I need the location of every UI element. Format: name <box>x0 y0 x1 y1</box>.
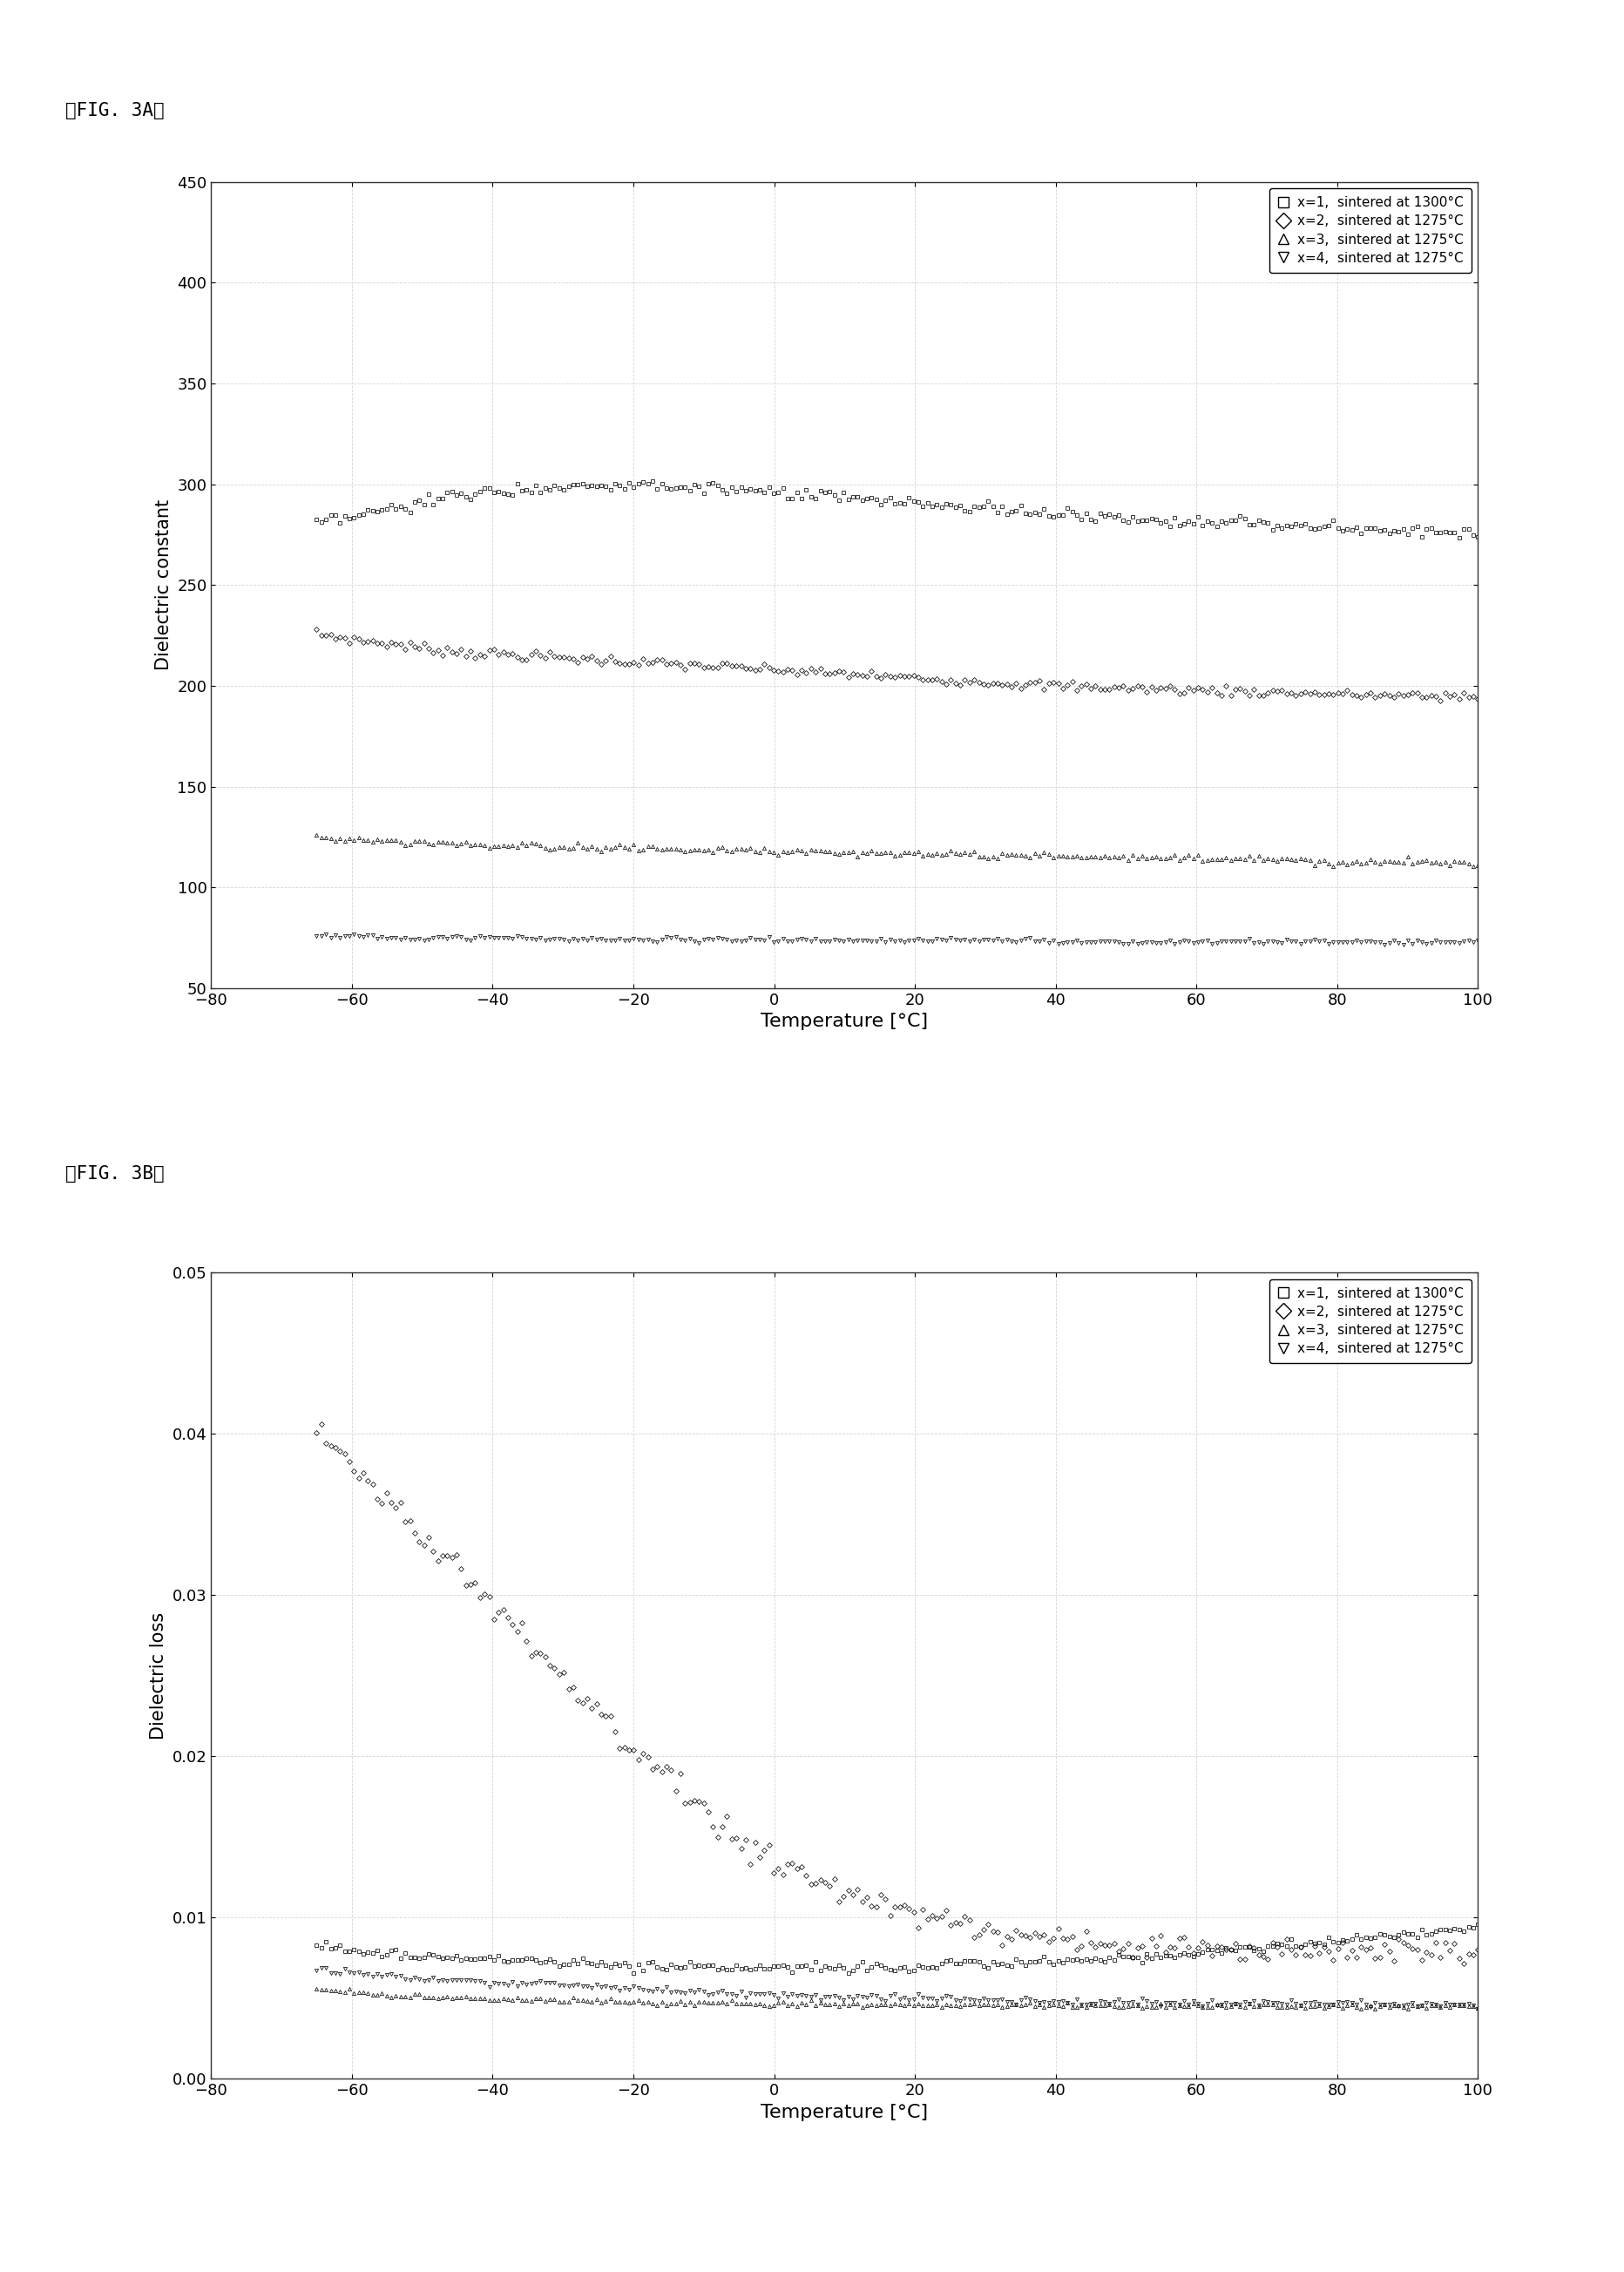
Y-axis label: Dielectric constant: Dielectric constant <box>154 500 172 670</box>
Text: 【FIG. 3A】: 【FIG. 3A】 <box>65 102 164 120</box>
X-axis label: Temperature [°C]: Temperature [°C] <box>760 2104 929 2122</box>
X-axis label: Temperature [°C]: Temperature [°C] <box>760 1013 929 1031</box>
Legend: x=1,  sintered at 1300°C, x=2,  sintered at 1275°C, x=3,  sintered at 1275°C, x=: x=1, sintered at 1300°C, x=2, sintered a… <box>1268 1279 1471 1363</box>
Y-axis label: Dielectric loss: Dielectric loss <box>149 1611 167 1740</box>
Text: 【FIG. 3B】: 【FIG. 3B】 <box>65 1166 164 1184</box>
Legend: x=1,  sintered at 1300°C, x=2,  sintered at 1275°C, x=3,  sintered at 1275°C, x=: x=1, sintered at 1300°C, x=2, sintered a… <box>1268 189 1471 273</box>
